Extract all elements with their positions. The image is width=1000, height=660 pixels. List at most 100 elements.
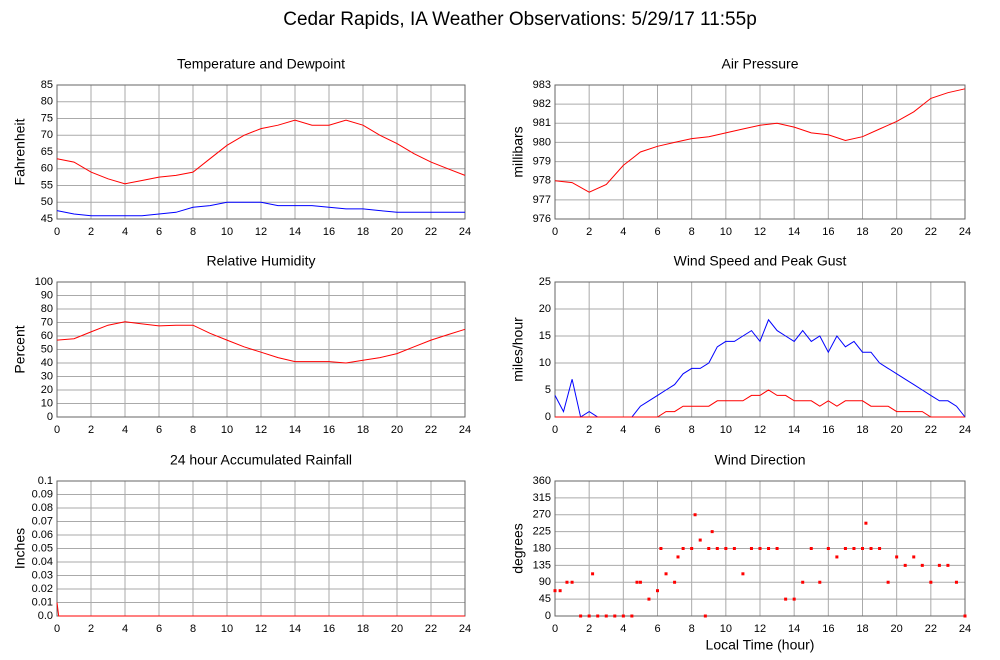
- x-tick-label: 2: [586, 623, 592, 635]
- data-point: [707, 547, 711, 550]
- data-line: [56, 119, 466, 185]
- y-tick-label: 90: [41, 289, 53, 301]
- data-line: [555, 389, 965, 418]
- data-point: [809, 547, 813, 550]
- x-tick-label: 4: [620, 623, 626, 635]
- x-tick-label: 14: [289, 226, 301, 238]
- y-tick-label: 0.05: [32, 542, 53, 554]
- data-point: [596, 614, 600, 618]
- x-tick-label: 8: [689, 226, 695, 238]
- y-tick-label: 978: [533, 175, 551, 187]
- x-tick-label: 2: [586, 424, 592, 436]
- chart-title: Wind Direction: [714, 452, 805, 468]
- x-tick-label: 14: [788, 623, 800, 635]
- y-tick-label: 85: [41, 79, 53, 91]
- x-tick-label: 6: [156, 424, 162, 436]
- y-tick-label: 0.04: [32, 556, 53, 568]
- data-point: [565, 580, 569, 584]
- y-tick-label: 977: [533, 194, 551, 206]
- x-tick-label: 0: [552, 226, 558, 238]
- x-tick-label: 16: [323, 424, 335, 436]
- data-point: [724, 547, 728, 550]
- y-tick-label: 0.03: [32, 569, 53, 581]
- data-point: [954, 580, 958, 584]
- x-tick-label: 0: [54, 226, 60, 238]
- x-tick-label: 0: [54, 424, 60, 436]
- data-point: [912, 555, 916, 559]
- x-tick-label: 24: [959, 623, 971, 635]
- data-point: [784, 597, 788, 601]
- y-tick-label: 0.01: [32, 596, 53, 608]
- x-tick-label: 6: [654, 623, 660, 635]
- data-point: [878, 547, 882, 550]
- data-point: [638, 580, 642, 584]
- y-tick-label: 10: [41, 397, 53, 409]
- y-tick-label: 70: [41, 316, 53, 328]
- y-tick-label: 90: [539, 576, 551, 588]
- x-tick-label: 12: [754, 424, 766, 436]
- x-tick-label: 22: [925, 623, 937, 635]
- chart-title: 24 hour Accumulated Rainfall: [170, 452, 352, 468]
- y-tick-label: 75: [41, 112, 53, 124]
- data-point: [864, 521, 868, 525]
- y-tick-label: 0: [47, 411, 53, 423]
- data-point: [647, 597, 651, 601]
- plot-frame: [554, 281, 966, 418]
- y-tick-label: 0.08: [32, 502, 53, 514]
- y-axis-label: Percent: [12, 325, 28, 373]
- x-tick-label: 6: [156, 623, 162, 635]
- x-tick-label: 4: [620, 226, 626, 238]
- y-tick-label: 60: [41, 163, 53, 175]
- data-point: [792, 597, 796, 601]
- x-tick-label: 8: [689, 424, 695, 436]
- data-point: [621, 614, 625, 618]
- y-tick-label: 270: [533, 509, 551, 521]
- x-tick-label: 6: [156, 226, 162, 238]
- data-point: [843, 547, 847, 550]
- y-tick-label: 315: [533, 492, 551, 504]
- x-tick-label: 20: [391, 623, 403, 635]
- chart-title: Air Pressure: [721, 56, 798, 72]
- x-tick-label: 18: [856, 424, 868, 436]
- y-tick-label: 50: [41, 343, 53, 355]
- x-tick-label: 20: [391, 424, 403, 436]
- data-point: [861, 547, 864, 550]
- y-tick-label: 15: [539, 330, 551, 342]
- x-tick-label: 12: [255, 623, 267, 635]
- y-axis-label: Inches: [12, 528, 28, 569]
- data-point: [710, 530, 714, 534]
- x-tick-label: 18: [357, 623, 369, 635]
- data-point: [635, 580, 639, 584]
- x-tick-label: 24: [459, 424, 471, 436]
- x-tick-label: 18: [357, 424, 369, 436]
- plot-frame: [56, 281, 466, 418]
- data-point: [801, 580, 805, 584]
- x-tick-label: 12: [255, 424, 267, 436]
- data-point: [604, 614, 608, 618]
- data-point: [826, 547, 830, 550]
- x-tick-label: 16: [323, 226, 335, 238]
- y-tick-label: 180: [533, 542, 551, 554]
- data-point: [703, 614, 707, 618]
- x-tick-label: 8: [190, 623, 196, 635]
- data-point: [775, 547, 779, 550]
- x-tick-label: 12: [754, 226, 766, 238]
- y-tick-label: 60: [41, 330, 53, 342]
- data-point: [895, 555, 899, 559]
- x-tick-label: 4: [620, 424, 626, 436]
- data-line: [56, 321, 466, 364]
- y-tick-label: 0.07: [32, 515, 53, 527]
- x-tick-label: 10: [720, 424, 732, 436]
- chart-title: Wind Speed and Peak Gust: [674, 253, 847, 269]
- data-line: [554, 88, 966, 193]
- data-point: [920, 563, 924, 567]
- y-tick-label: 983: [533, 79, 551, 91]
- data-point: [758, 547, 762, 550]
- y-tick-label: 45: [41, 213, 53, 225]
- x-tick-label: 4: [122, 226, 128, 238]
- data-point: [741, 572, 745, 576]
- data-point: [818, 580, 822, 584]
- plot-frame: [554, 480, 966, 617]
- plot-frame: [56, 84, 466, 220]
- x-tick-label: 20: [891, 623, 903, 635]
